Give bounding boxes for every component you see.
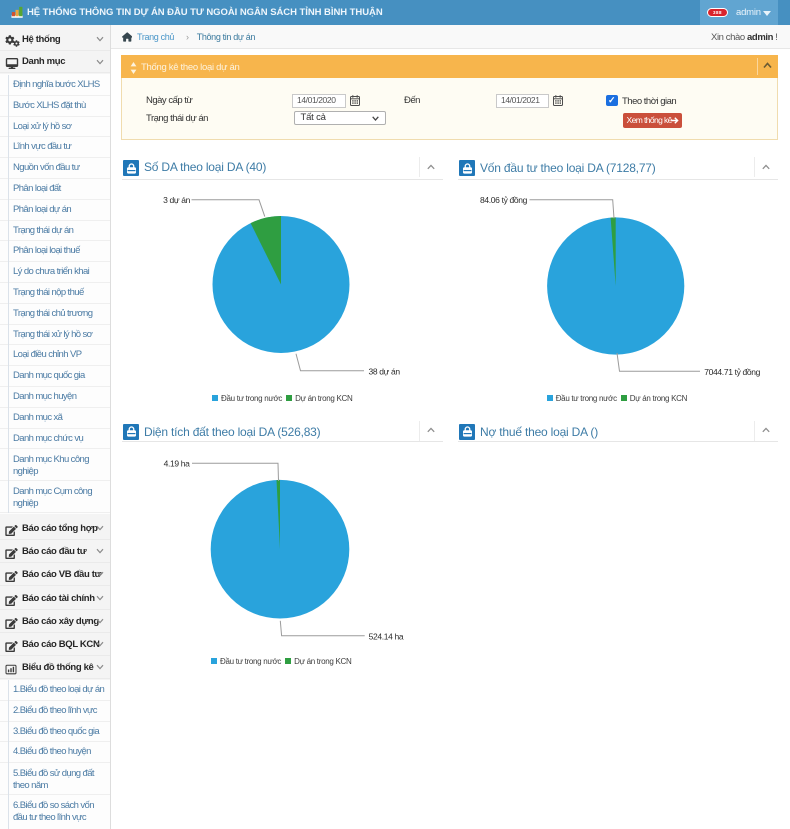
svg-text:7044.71 tỷ đồng: 7044.71 tỷ đồng — [704, 367, 760, 377]
svg-text:38 dự án: 38 dự án — [369, 367, 401, 377]
svg-text:84.06 tỷ đồng: 84.06 tỷ đồng — [480, 195, 528, 205]
svg-text:4.19 ha: 4.19 ha — [164, 459, 191, 469]
svg-text:524.14 ha: 524.14 ha — [369, 631, 404, 641]
svg-text:3 dự án: 3 dự án — [163, 195, 190, 205]
